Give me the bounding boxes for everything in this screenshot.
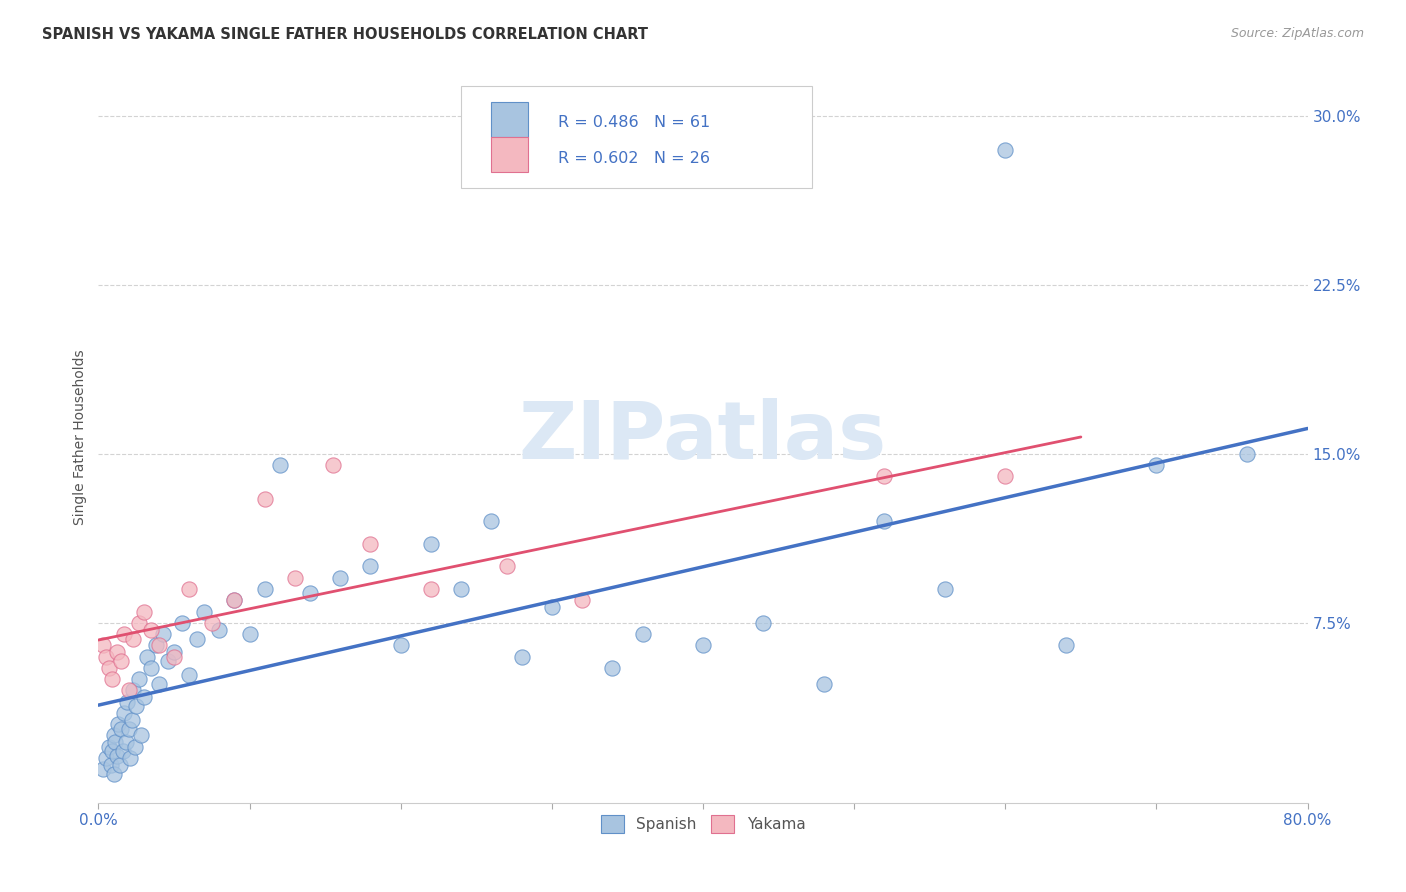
Point bbox=[148, 638, 170, 652]
Point bbox=[152, 627, 174, 641]
Point bbox=[873, 515, 896, 529]
Point bbox=[101, 672, 124, 686]
Point bbox=[994, 143, 1017, 157]
Point bbox=[128, 615, 150, 630]
Point bbox=[299, 586, 322, 600]
Point bbox=[253, 582, 276, 596]
Point bbox=[752, 615, 775, 630]
Point bbox=[510, 649, 533, 664]
Point bbox=[94, 751, 117, 765]
Point bbox=[128, 672, 150, 686]
Point bbox=[329, 571, 352, 585]
Point bbox=[135, 649, 157, 664]
Point bbox=[100, 757, 122, 772]
Point bbox=[111, 744, 134, 758]
Point bbox=[105, 748, 128, 763]
Point bbox=[481, 515, 503, 529]
Point bbox=[121, 713, 143, 727]
Point bbox=[179, 582, 201, 596]
Point bbox=[103, 766, 125, 780]
Point bbox=[101, 744, 124, 758]
Point bbox=[360, 559, 382, 574]
Point bbox=[105, 645, 128, 659]
Point bbox=[115, 694, 138, 708]
Point bbox=[201, 615, 224, 630]
Point bbox=[163, 645, 186, 659]
Point bbox=[118, 683, 141, 698]
Point bbox=[360, 537, 382, 551]
Point bbox=[129, 728, 152, 742]
FancyBboxPatch shape bbox=[461, 86, 811, 188]
Point bbox=[132, 605, 155, 619]
Point bbox=[132, 690, 155, 704]
Point bbox=[692, 638, 714, 652]
Point bbox=[122, 632, 145, 646]
Point bbox=[420, 537, 443, 551]
Point bbox=[253, 491, 276, 506]
Point bbox=[602, 661, 624, 675]
Point bbox=[91, 762, 114, 776]
Point bbox=[145, 638, 167, 652]
Point bbox=[112, 706, 135, 720]
Point bbox=[208, 623, 231, 637]
Point bbox=[120, 751, 142, 765]
Point bbox=[110, 654, 132, 668]
Text: Source: ZipAtlas.com: Source: ZipAtlas.com bbox=[1230, 27, 1364, 40]
Point bbox=[91, 638, 114, 652]
Point bbox=[107, 717, 129, 731]
Point bbox=[571, 593, 593, 607]
Point bbox=[98, 661, 121, 675]
Point bbox=[148, 676, 170, 690]
Point bbox=[284, 571, 307, 585]
Y-axis label: Single Father Households: Single Father Households bbox=[73, 350, 87, 524]
Point bbox=[125, 699, 148, 714]
Point bbox=[1054, 638, 1077, 652]
Point bbox=[1144, 458, 1167, 473]
Point bbox=[124, 739, 146, 754]
Point bbox=[141, 623, 163, 637]
Point bbox=[495, 559, 517, 574]
Point bbox=[389, 638, 412, 652]
Point bbox=[110, 722, 132, 736]
Point bbox=[114, 735, 136, 749]
Point bbox=[934, 582, 956, 596]
Point bbox=[269, 458, 291, 473]
Point bbox=[873, 469, 896, 483]
Point bbox=[186, 632, 208, 646]
Legend: Spanish, Yakama: Spanish, Yakama bbox=[595, 809, 811, 839]
Point bbox=[631, 627, 654, 641]
Point bbox=[239, 627, 262, 641]
Point bbox=[322, 458, 344, 473]
Point bbox=[112, 627, 135, 641]
Text: R = 0.602   N = 26: R = 0.602 N = 26 bbox=[558, 151, 710, 166]
Point bbox=[224, 593, 246, 607]
Point bbox=[94, 649, 117, 664]
Point bbox=[1236, 447, 1258, 461]
Text: R = 0.486   N = 61: R = 0.486 N = 61 bbox=[558, 115, 710, 130]
Text: ZIPatlas: ZIPatlas bbox=[519, 398, 887, 476]
Point bbox=[994, 469, 1017, 483]
Point bbox=[540, 599, 562, 614]
Point bbox=[193, 605, 215, 619]
Point bbox=[103, 728, 125, 742]
Point bbox=[450, 582, 472, 596]
Point bbox=[98, 739, 121, 754]
Point bbox=[118, 722, 141, 736]
Point bbox=[179, 667, 201, 681]
Point bbox=[163, 649, 186, 664]
FancyBboxPatch shape bbox=[492, 137, 527, 172]
Point bbox=[122, 683, 145, 698]
FancyBboxPatch shape bbox=[492, 102, 527, 137]
Text: SPANISH VS YAKAMA SINGLE FATHER HOUSEHOLDS CORRELATION CHART: SPANISH VS YAKAMA SINGLE FATHER HOUSEHOL… bbox=[42, 27, 648, 42]
Point bbox=[104, 735, 127, 749]
Point bbox=[170, 615, 193, 630]
Point bbox=[156, 654, 179, 668]
Point bbox=[108, 757, 131, 772]
Point bbox=[224, 593, 246, 607]
Point bbox=[141, 661, 163, 675]
Point bbox=[813, 676, 835, 690]
Point bbox=[420, 582, 443, 596]
